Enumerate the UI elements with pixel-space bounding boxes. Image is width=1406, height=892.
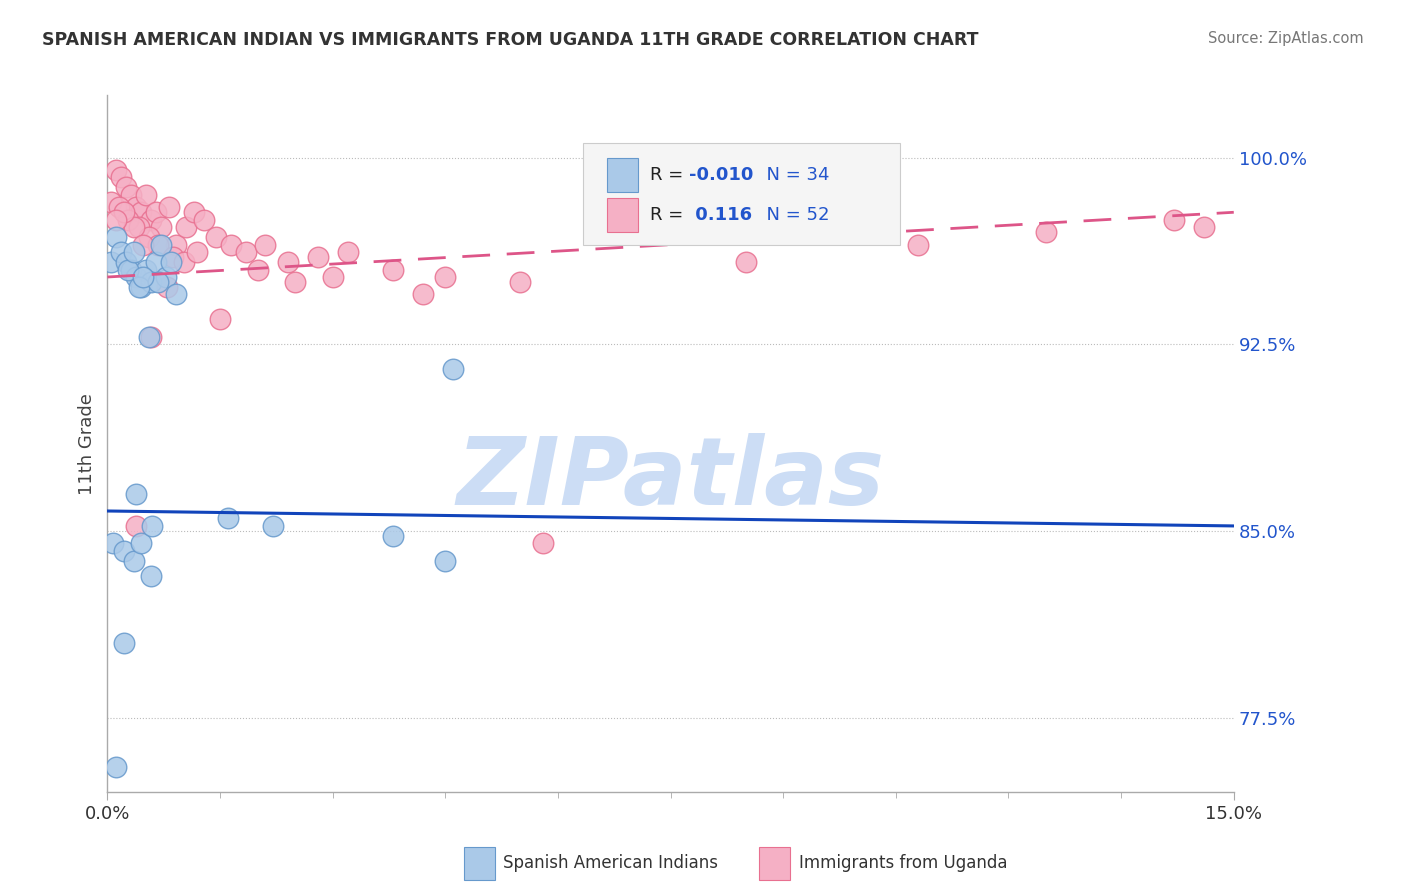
Point bbox=[155, 270, 177, 285]
Text: SPANISH AMERICAN INDIAN VS IMMIGRANTS FROM UGANDA 11TH GRADE CORRELATION CHART: SPANISH AMERICAN INDIAN VS IMMIGRANTS FR… bbox=[42, 31, 979, 49]
Point bbox=[734, 255, 756, 269]
Point bbox=[434, 270, 457, 285]
Point bbox=[117, 262, 139, 277]
Point bbox=[122, 220, 145, 235]
Text: Source: ZipAtlas.com: Source: ZipAtlas.com bbox=[1208, 31, 1364, 46]
Y-axis label: 11th Grade: 11th Grade bbox=[79, 392, 96, 495]
Point bbox=[381, 529, 404, 543]
Point bbox=[150, 237, 173, 252]
Point bbox=[277, 255, 299, 269]
Point bbox=[193, 212, 215, 227]
Point bbox=[907, 237, 929, 252]
Text: ZIPatlas: ZIPatlas bbox=[457, 433, 884, 524]
Point bbox=[148, 237, 170, 252]
Point bbox=[150, 220, 173, 235]
Point bbox=[120, 262, 142, 277]
Point bbox=[105, 760, 128, 774]
Point bbox=[160, 255, 183, 269]
Point bbox=[157, 200, 180, 214]
Point bbox=[145, 255, 167, 269]
Point bbox=[156, 280, 179, 294]
Point bbox=[174, 220, 197, 235]
Point bbox=[531, 536, 554, 550]
Point bbox=[138, 330, 160, 344]
Point bbox=[1163, 212, 1185, 227]
Point bbox=[129, 536, 152, 550]
Point bbox=[217, 511, 239, 525]
Text: R =: R = bbox=[650, 206, 689, 224]
Text: Immigrants from Uganda: Immigrants from Uganda bbox=[799, 855, 1007, 872]
Point bbox=[125, 486, 148, 500]
Point bbox=[122, 245, 145, 260]
Point bbox=[148, 275, 170, 289]
Point bbox=[262, 519, 284, 533]
Point bbox=[254, 237, 277, 252]
Point bbox=[183, 205, 205, 219]
Point bbox=[129, 205, 152, 219]
Point bbox=[129, 280, 152, 294]
Point bbox=[120, 187, 142, 202]
Point bbox=[205, 230, 228, 244]
Point bbox=[135, 187, 157, 202]
Point bbox=[336, 245, 359, 260]
Point bbox=[112, 205, 135, 219]
Point bbox=[173, 255, 195, 269]
Point bbox=[105, 163, 128, 178]
Point bbox=[132, 270, 155, 285]
Point bbox=[110, 170, 132, 185]
Point bbox=[138, 230, 160, 244]
Point bbox=[139, 212, 162, 227]
Point bbox=[139, 275, 162, 289]
Point bbox=[139, 330, 162, 344]
Point bbox=[1192, 220, 1215, 235]
Point bbox=[122, 554, 145, 568]
Point bbox=[1035, 225, 1057, 239]
Point bbox=[112, 544, 135, 558]
Text: N = 52: N = 52 bbox=[755, 206, 830, 224]
Point bbox=[246, 262, 269, 277]
Point bbox=[125, 200, 148, 214]
Point bbox=[145, 205, 167, 219]
Point bbox=[412, 287, 434, 301]
Point bbox=[307, 250, 329, 264]
Point bbox=[219, 237, 242, 252]
Point bbox=[117, 212, 139, 227]
Point bbox=[105, 230, 128, 244]
Point bbox=[208, 312, 231, 326]
Point bbox=[100, 255, 122, 269]
Text: 0.116: 0.116 bbox=[689, 206, 752, 224]
Point bbox=[186, 245, 208, 260]
Point bbox=[166, 237, 188, 252]
Point bbox=[128, 280, 150, 294]
Point bbox=[107, 200, 129, 214]
Point bbox=[125, 519, 148, 533]
Point bbox=[381, 262, 404, 277]
Text: N = 34: N = 34 bbox=[755, 166, 830, 185]
Point bbox=[132, 237, 155, 252]
Point bbox=[115, 255, 138, 269]
Point bbox=[162, 250, 184, 264]
Point bbox=[110, 245, 132, 260]
Point bbox=[284, 275, 307, 289]
Point bbox=[441, 362, 464, 376]
Point bbox=[125, 270, 148, 285]
Point bbox=[509, 275, 531, 289]
Point bbox=[105, 212, 128, 227]
Point bbox=[100, 195, 122, 210]
Point bbox=[166, 287, 188, 301]
Point bbox=[128, 220, 150, 235]
Point bbox=[135, 262, 157, 277]
Point bbox=[112, 636, 135, 650]
Point bbox=[115, 180, 138, 194]
Point bbox=[139, 568, 162, 582]
Text: Spanish American Indians: Spanish American Indians bbox=[503, 855, 718, 872]
Text: -0.010: -0.010 bbox=[689, 166, 754, 185]
Text: R =: R = bbox=[650, 166, 689, 185]
Point bbox=[235, 245, 257, 260]
Point bbox=[434, 554, 457, 568]
Point bbox=[103, 536, 125, 550]
Point bbox=[322, 270, 344, 285]
Point bbox=[141, 519, 163, 533]
